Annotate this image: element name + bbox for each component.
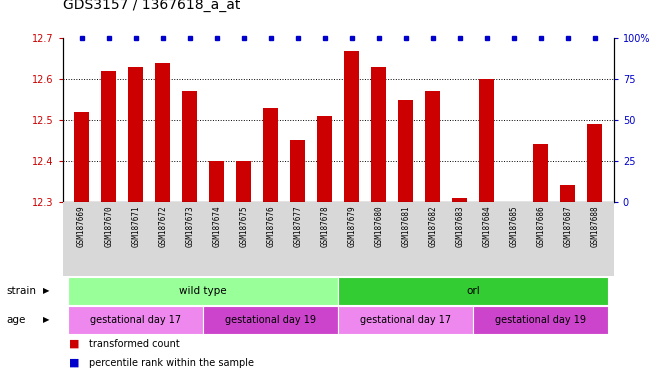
Bar: [68, 277, 338, 305]
Bar: [560, 185, 576, 202]
Bar: [236, 161, 251, 202]
Text: GSM187675: GSM187675: [239, 205, 248, 247]
Text: GSM187669: GSM187669: [77, 205, 86, 247]
Text: GSM187687: GSM187687: [564, 205, 572, 247]
Bar: [101, 71, 116, 202]
Bar: [338, 306, 473, 333]
Text: gestational day 19: gestational day 19: [496, 314, 586, 325]
Text: GSM187680: GSM187680: [374, 205, 383, 247]
Bar: [345, 51, 359, 202]
Text: orl: orl: [467, 286, 480, 296]
Bar: [473, 306, 609, 333]
Text: GSM187676: GSM187676: [266, 205, 275, 247]
Text: GSM187674: GSM187674: [212, 205, 221, 247]
Bar: [74, 112, 89, 202]
Bar: [290, 141, 305, 202]
Text: GSM187673: GSM187673: [185, 205, 194, 247]
Text: GSM187683: GSM187683: [455, 205, 465, 247]
Bar: [587, 124, 603, 202]
Text: GSM187671: GSM187671: [131, 205, 140, 247]
Text: wild type: wild type: [180, 286, 227, 296]
Bar: [317, 116, 332, 202]
Text: GSM187679: GSM187679: [347, 205, 356, 247]
Bar: [68, 306, 203, 333]
Text: GSM187682: GSM187682: [428, 205, 438, 247]
Text: ■: ■: [69, 358, 80, 368]
Text: GSM187681: GSM187681: [401, 205, 411, 247]
Text: gestational day 19: gestational day 19: [225, 314, 316, 325]
Text: GSM187685: GSM187685: [510, 205, 518, 247]
Bar: [209, 161, 224, 202]
Bar: [399, 99, 413, 202]
Bar: [426, 91, 440, 202]
Text: GSM187670: GSM187670: [104, 205, 113, 247]
Bar: [452, 197, 467, 202]
Text: GSM187684: GSM187684: [482, 205, 491, 247]
Text: transformed count: transformed count: [89, 339, 180, 349]
Text: ▶: ▶: [43, 315, 49, 324]
Text: age: age: [7, 314, 26, 325]
Bar: [533, 144, 548, 202]
Text: GSM187672: GSM187672: [158, 205, 167, 247]
Text: ▶: ▶: [43, 286, 49, 295]
Bar: [182, 91, 197, 202]
Bar: [203, 306, 338, 333]
Text: GDS3157 / 1367618_a_at: GDS3157 / 1367618_a_at: [63, 0, 240, 12]
Text: ■: ■: [69, 339, 80, 349]
Bar: [479, 79, 494, 202]
Text: gestational day 17: gestational day 17: [90, 314, 182, 325]
Text: gestational day 17: gestational day 17: [360, 314, 451, 325]
Bar: [155, 63, 170, 202]
Text: GSM187688: GSM187688: [591, 205, 599, 247]
Bar: [128, 67, 143, 202]
Text: percentile rank within the sample: percentile rank within the sample: [89, 358, 254, 368]
Bar: [372, 67, 386, 202]
Text: GSM187686: GSM187686: [537, 205, 545, 247]
Text: GSM187678: GSM187678: [320, 205, 329, 247]
Text: strain: strain: [7, 286, 36, 296]
Text: GSM187677: GSM187677: [293, 205, 302, 247]
Bar: [338, 277, 609, 305]
Bar: [263, 108, 278, 202]
